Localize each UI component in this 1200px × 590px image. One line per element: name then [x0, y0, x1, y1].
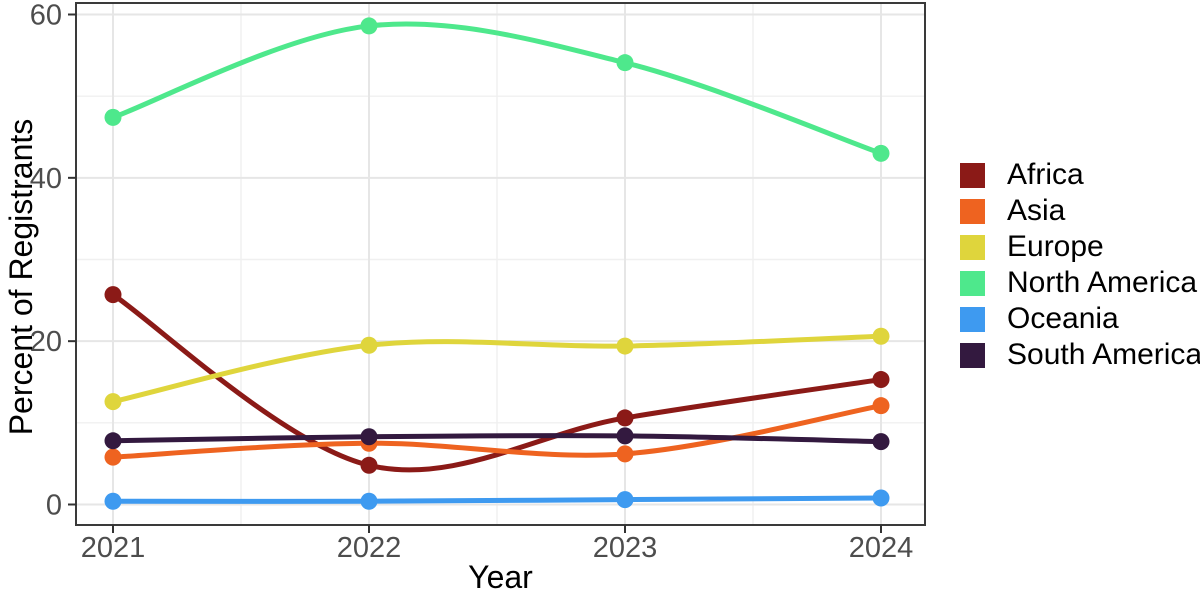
line-africa: [110, 292, 884, 473]
point-north-america-2022: [360, 17, 378, 35]
x-axis-title: Year: [468, 559, 533, 590]
legend-label-asia: Asia: [1007, 194, 1066, 227]
point-south-america-2021: [104, 432, 122, 450]
point-asia-2021: [104, 448, 122, 466]
point-africa-2023: [616, 409, 634, 427]
legend-swatch-north-america: [960, 270, 985, 296]
x-tick-label-2021: 2021: [81, 532, 146, 564]
legend-label-oceania: Oceania: [1007, 302, 1119, 335]
point-europe-2023: [616, 337, 634, 355]
legend-swatch-south-america: [960, 342, 985, 368]
legend-item-asia: Asia: [960, 193, 1200, 229]
point-oceania-2023: [616, 491, 634, 509]
point-asia-2023: [616, 445, 634, 463]
legend-item-europe: Europe: [960, 229, 1200, 265]
x-tick-label-2024: 2024: [849, 532, 914, 564]
panel-border: [75, 2, 926, 526]
legend-item-south-america: South America: [960, 337, 1200, 373]
legend-label-south-america: South America: [1007, 338, 1200, 371]
legend-swatch-africa: [960, 162, 985, 188]
legend-swatch-europe: [960, 234, 985, 260]
legend-label-africa: Africa: [1007, 158, 1084, 191]
point-oceania-2022: [360, 492, 378, 510]
legend-label-north-america: North America: [1007, 266, 1198, 299]
y-axis-title: Percent of Registrants: [3, 119, 39, 436]
point-europe-2021: [104, 393, 122, 411]
point-europe-2024: [872, 327, 890, 345]
x-tick-label-2023: 2023: [593, 532, 658, 564]
legend-swatch-asia: [960, 198, 985, 224]
point-africa-2021: [104, 286, 122, 304]
line-south-america: [110, 433, 884, 445]
legend-item-north-america: North America: [960, 265, 1200, 301]
point-south-america-2023: [616, 427, 634, 445]
point-africa-2024: [872, 371, 890, 389]
line-oceania: [110, 495, 884, 504]
line-north-america: [110, 21, 884, 156]
point-europe-2022: [360, 336, 378, 354]
point-north-america-2024: [872, 144, 890, 162]
y-tick-label-20: 20: [30, 326, 62, 358]
line-asia: [110, 403, 884, 460]
legend-swatch-oceania: [960, 306, 985, 332]
y-tick-label-0: 0: [46, 490, 62, 522]
point-south-america-2024: [872, 433, 890, 451]
legend-label-europe: Europe: [1007, 230, 1104, 263]
x-tick-label-2022: 2022: [337, 532, 402, 564]
point-north-america-2023: [616, 54, 634, 72]
y-tick-label-60: 60: [30, 0, 62, 31]
legend-item-oceania: Oceania: [960, 301, 1200, 337]
legend-item-africa: Africa: [960, 157, 1200, 193]
point-africa-2022: [360, 456, 378, 474]
point-south-america-2022: [360, 428, 378, 446]
y-tick-label-40: 40: [30, 163, 62, 195]
point-oceania-2024: [872, 489, 890, 507]
chart-legend: Africa Asia Europe North America Oceania Sout…: [960, 157, 1200, 373]
point-oceania-2021: [104, 492, 122, 510]
line-europe: [110, 333, 884, 405]
point-asia-2024: [872, 397, 890, 415]
point-north-america-2021: [104, 108, 122, 126]
